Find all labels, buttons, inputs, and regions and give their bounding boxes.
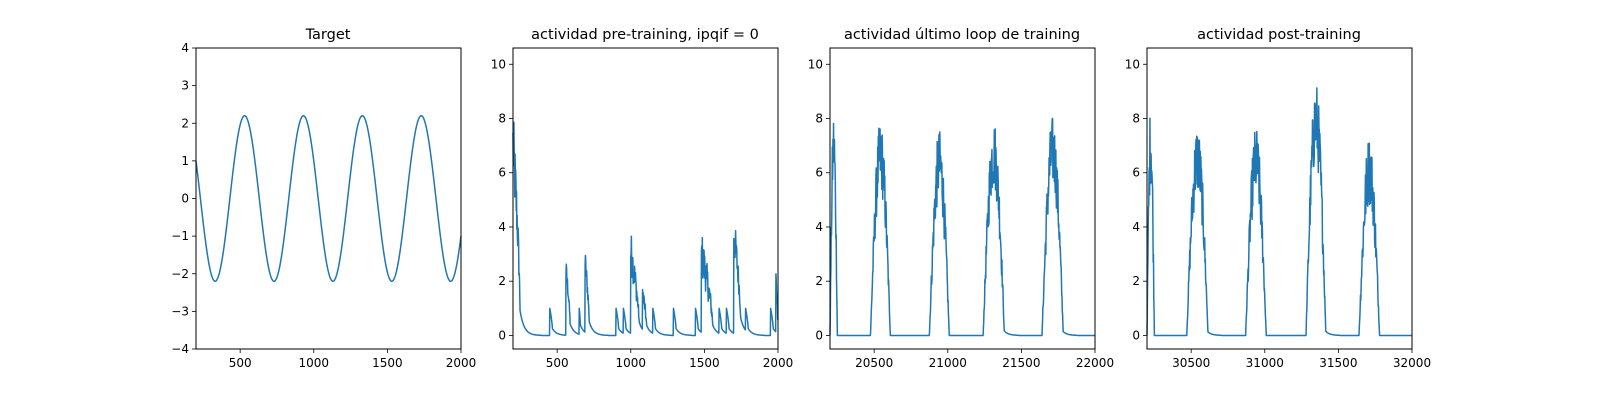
y-tick-label: 10 bbox=[491, 57, 506, 71]
panel-pre-training: actividad pre-training, ipqif = 0 500 100… bbox=[491, 27, 794, 370]
x-tick-label: 1500 bbox=[372, 356, 403, 370]
y-tick-label: −1 bbox=[171, 229, 189, 243]
ticks-post-training: 30500 31000 31500 32000 0 2 4 6 8 10 bbox=[1125, 57, 1431, 370]
series-line bbox=[829, 117, 1096, 337]
axes-frame-target bbox=[195, 47, 462, 350]
y-tick-label: 4 bbox=[181, 41, 189, 55]
y-tick-label: 0 bbox=[815, 328, 823, 342]
series-last-training-loop bbox=[829, 117, 1096, 337]
x-tick-label: 21000 bbox=[929, 356, 967, 370]
y-tick-label: −4 bbox=[171, 342, 189, 356]
title-post-training: actividad post-training bbox=[1197, 27, 1361, 43]
axes-frame-last-training-loop bbox=[829, 47, 1096, 350]
y-tick-label: 6 bbox=[1132, 166, 1140, 180]
x-tick-label: 20500 bbox=[855, 356, 893, 370]
title-last-training-loop: actividad último loop de training bbox=[844, 27, 1080, 43]
x-tick-label: 1500 bbox=[689, 356, 720, 370]
series-post-training bbox=[1146, 87, 1413, 337]
x-tick-label: 2000 bbox=[446, 356, 477, 370]
y-tick-label: 2 bbox=[498, 274, 506, 288]
series-line bbox=[195, 114, 462, 283]
y-tick-label: 2 bbox=[181, 116, 189, 130]
ticks-target: 500 1000 1500 2000 −4 −3 −2 −1 0 1 2 3 4 bbox=[171, 41, 476, 370]
y-tick-label: 0 bbox=[1132, 328, 1140, 342]
x-tick-label: 31500 bbox=[1319, 356, 1357, 370]
title-pre-training: actividad pre-training, ipqif = 0 bbox=[531, 27, 759, 43]
y-tick-label: 0 bbox=[498, 328, 506, 342]
y-tick-label: −3 bbox=[171, 304, 189, 318]
panel-target: Target 500 1000 1500 2000 −4 −3 −2 −1 0 1 2 3 4 bbox=[171, 27, 476, 370]
y-tick-label: 2 bbox=[1132, 274, 1140, 288]
y-tick-label: 6 bbox=[498, 166, 506, 180]
y-tick-label: 8 bbox=[1132, 112, 1140, 126]
y-tick-label: 10 bbox=[808, 57, 823, 71]
y-tick-label: 6 bbox=[815, 166, 823, 180]
series-line bbox=[1146, 87, 1413, 337]
x-tick-label: 500 bbox=[546, 356, 569, 370]
axes-frame-pre-training bbox=[512, 47, 779, 350]
panel-last-training-loop: actividad último loop de training 20500 2… bbox=[808, 27, 1114, 370]
y-tick-label: 8 bbox=[498, 112, 506, 126]
x-tick-label: 2000 bbox=[763, 356, 794, 370]
series-target bbox=[195, 114, 462, 283]
axes-frame-post-training bbox=[1146, 47, 1413, 350]
x-tick-label: 31000 bbox=[1246, 356, 1284, 370]
ticks-pre-training: 500 1000 1500 2000 0 2 4 6 8 10 bbox=[491, 57, 794, 370]
x-tick-label: 22000 bbox=[1076, 356, 1114, 370]
ticks-last-training-loop: 20500 21000 21500 22000 0 2 4 6 8 10 bbox=[808, 57, 1114, 370]
x-tick-label: 1000 bbox=[299, 356, 330, 370]
y-tick-label: 4 bbox=[498, 220, 506, 234]
title-target: Target bbox=[305, 27, 351, 43]
series-pre-training bbox=[512, 121, 779, 337]
y-tick-label: 2 bbox=[815, 274, 823, 288]
x-tick-label: 21500 bbox=[1002, 356, 1040, 370]
y-tick-label: −2 bbox=[171, 267, 189, 281]
y-tick-label: 0 bbox=[181, 192, 189, 206]
y-tick-label: 4 bbox=[815, 220, 823, 234]
y-tick-label: 3 bbox=[181, 79, 189, 93]
x-tick-label: 500 bbox=[229, 356, 252, 370]
y-tick-label: 8 bbox=[815, 112, 823, 126]
y-tick-label: 1 bbox=[181, 154, 189, 168]
x-tick-label: 32000 bbox=[1393, 356, 1431, 370]
series-line bbox=[512, 121, 779, 337]
x-tick-label: 1000 bbox=[616, 356, 647, 370]
x-tick-label: 30500 bbox=[1172, 356, 1210, 370]
y-tick-label: 4 bbox=[1132, 220, 1140, 234]
y-tick-label: 10 bbox=[1125, 57, 1140, 71]
panel-post-training: actividad post-training 30500 31000 31500 3… bbox=[1125, 27, 1431, 370]
